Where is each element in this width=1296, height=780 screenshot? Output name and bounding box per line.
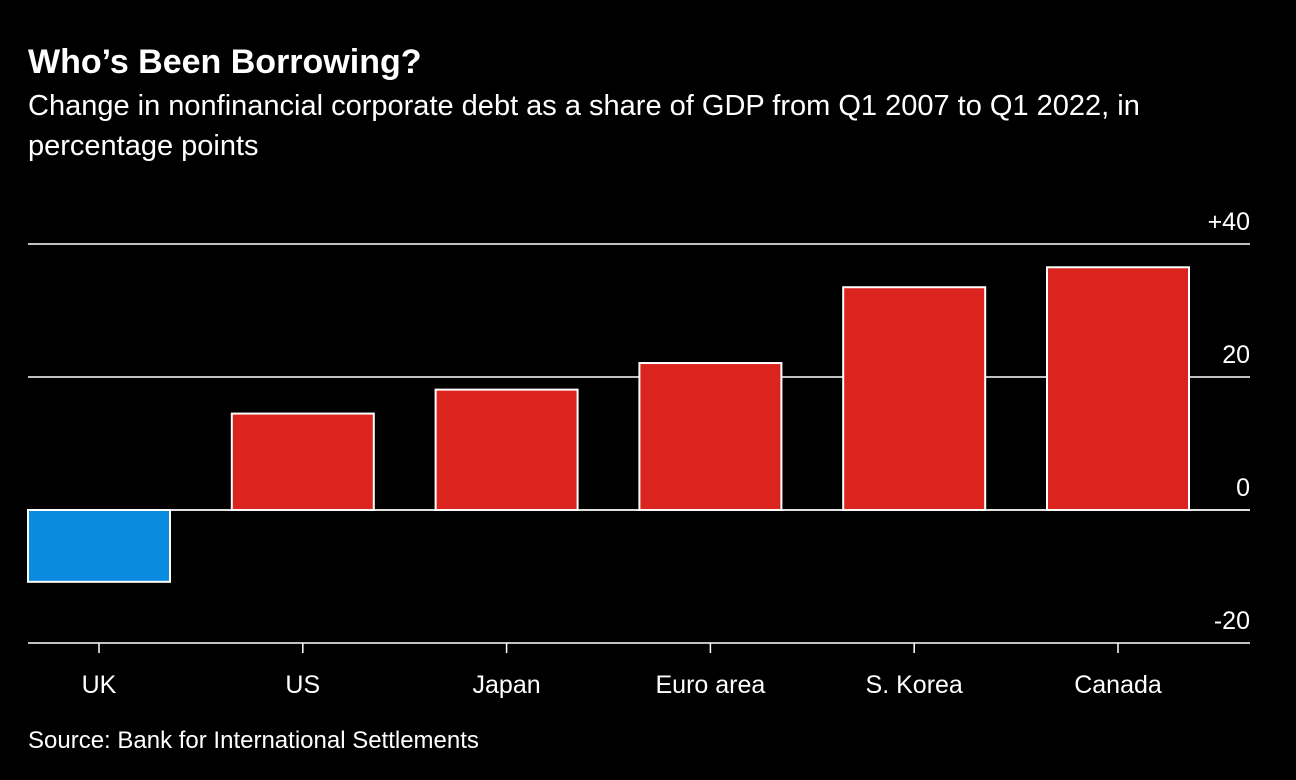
x-tick-label-us: US <box>285 671 320 699</box>
x-tick-label-canada: Canada <box>1074 671 1162 699</box>
bar-canada <box>1046 266 1190 511</box>
x-tick-label-euro-area: Euro area <box>656 671 766 699</box>
x-tick-label-uk: UK <box>82 671 117 699</box>
bar-japan <box>434 388 579 512</box>
chart-subtitle: Change in nonfinancial corporate debt as… <box>28 90 1140 162</box>
bar-s-korea <box>842 286 987 511</box>
bar-euro-area <box>638 362 783 511</box>
x-tick-label-s-korea: S. Korea <box>866 671 963 699</box>
y-tick-label: 20 <box>1222 341 1250 369</box>
y-tick-label: +40 <box>1208 208 1250 236</box>
y-tick-label: 0 <box>1236 474 1250 502</box>
y-tick-label: -20 <box>1214 607 1250 635</box>
y-axis-tick-labels: +40 20 0 -20 <box>1208 208 1250 635</box>
x-axis-category-labels: UK US Japan Euro area S. Korea Canada <box>82 671 1162 699</box>
x-tick-label-japan: Japan <box>473 671 541 699</box>
x-axis-ticks <box>98 643 1119 653</box>
bar-us <box>230 412 375 512</box>
chart-title: Who’s Been Borrowing? <box>28 43 422 81</box>
source-note: Source: Bank for International Settlemen… <box>28 727 479 754</box>
bar-uk <box>27 509 171 583</box>
bars <box>27 266 1250 583</box>
